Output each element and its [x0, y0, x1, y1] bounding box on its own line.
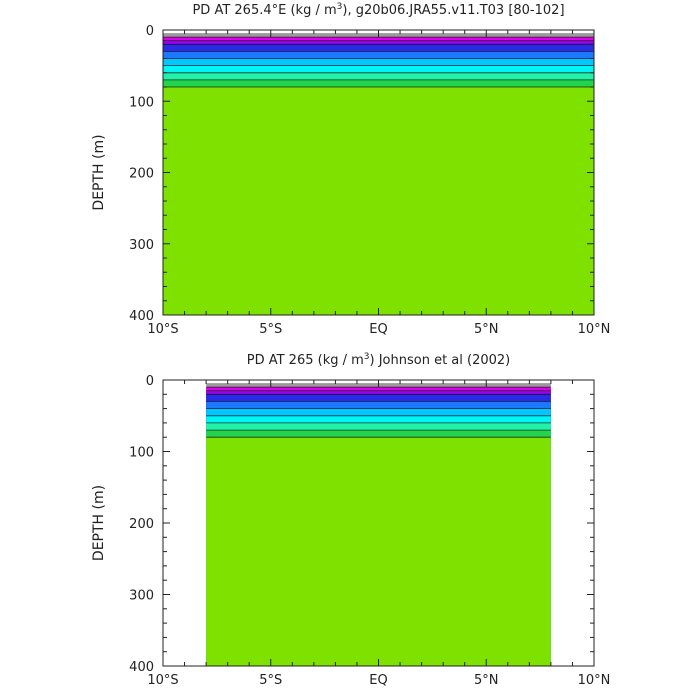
contour-fills [206, 383, 551, 666]
contour-fills [163, 33, 594, 315]
y-tick-label: 100 [129, 446, 154, 461]
x-tick-label: 5°S [259, 673, 282, 688]
y-tick-label: 400 [129, 309, 154, 324]
y-tick-label: 400 [129, 660, 154, 675]
x-tick-label: EQ [369, 322, 387, 337]
fill-band [206, 437, 551, 666]
y-axis-label: DEPTH (m) [91, 134, 107, 210]
axes: 10°S 5°S EQ 5°N 10°N 0 100 200 300 400 [129, 24, 610, 337]
y-tick-label: 200 [129, 167, 154, 182]
chart-title: PD AT 265 (kg / m3) Johnson et al (2002) [247, 352, 511, 368]
y-tick-label: 100 [129, 95, 154, 110]
y-tick-label: 0 [146, 374, 154, 389]
top-panel: 10°S 5°S EQ 5°N 10°N 0 100 200 300 400 DEPTH (m) PD… [91, 2, 610, 337]
x-tick-label: 5°N [474, 322, 499, 337]
x-tick-label: EQ [369, 673, 387, 688]
axes: 10°S 5°S EQ 5°N 10°N 0 100 200 300 400 [129, 374, 610, 688]
x-tick-label: 5°N [474, 673, 499, 688]
x-tick-label: 5°S [259, 322, 282, 337]
y-axis-label: DEPTH (m) [91, 485, 107, 561]
y-tick-label: 0 [146, 24, 154, 39]
fill-band [163, 87, 594, 315]
bottom-panel: 10°S 5°S EQ 5°N 10°N 0 100 200 300 400 DEPTH (m) PD… [91, 352, 610, 688]
y-tick-label: 300 [129, 589, 154, 604]
chart-title: PD AT 265.4°E (kg / m3), g20b06.JRA55.v1… [192, 2, 564, 18]
y-tick-label: 300 [129, 238, 154, 253]
x-tick-label: 10°N [578, 322, 611, 337]
x-tick-label: 10°S [147, 673, 178, 688]
x-tick-label: 10°N [578, 673, 611, 688]
contour-lines [163, 33, 594, 88]
y-tick-label: 200 [129, 517, 154, 532]
x-tick-label: 10°S [147, 322, 178, 337]
